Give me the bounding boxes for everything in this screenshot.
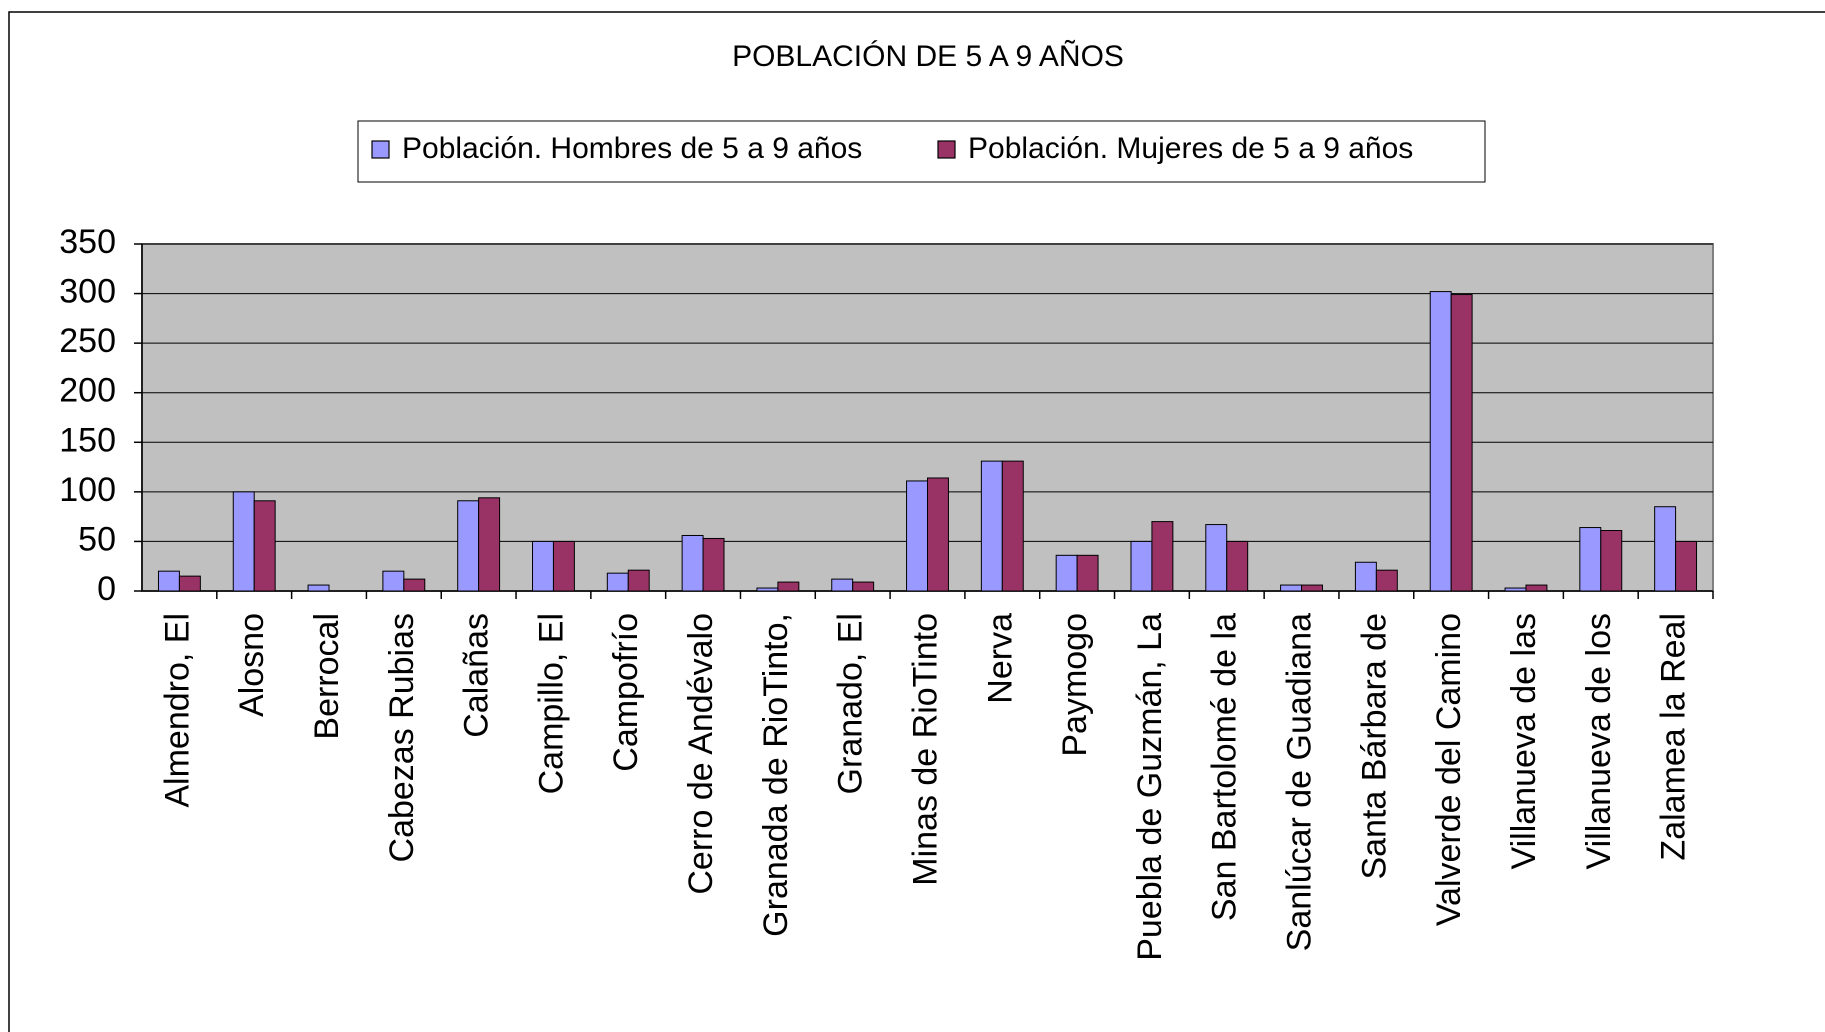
x-tick-label: Nerva — [981, 613, 1019, 704]
y-tick-label: 50 — [78, 520, 116, 558]
bar — [1130, 540, 1153, 592]
bar — [1504, 587, 1527, 592]
x-tick-label: Cabezas Rubias — [383, 613, 421, 862]
bar — [178, 575, 201, 592]
x-tick-label: Almendro, El — [158, 613, 196, 808]
x-tick-label: Campofrío — [607, 613, 645, 772]
x-tick-label: Granado, El — [832, 613, 870, 794]
x-tick-label: Minas de RioTinto — [906, 613, 944, 886]
bar — [702, 537, 725, 592]
y-tick-label: 200 — [59, 372, 116, 410]
bar — [1280, 584, 1303, 592]
bar — [1654, 506, 1677, 592]
y-tick-label: 100 — [59, 471, 116, 509]
x-tick-label: Paymogo — [1056, 613, 1094, 757]
bar — [1055, 554, 1078, 592]
x-tick-label: Campillo, El — [532, 613, 570, 794]
x-tick-label: Villanueva de las — [1505, 613, 1543, 869]
bar — [1375, 569, 1398, 592]
legend-label: Población. Hombres de 5 a 9 años — [402, 132, 862, 165]
bar — [552, 540, 575, 592]
legend-box — [357, 120, 1486, 183]
bar — [980, 460, 1003, 592]
bar — [478, 497, 501, 592]
bar — [1450, 294, 1473, 592]
x-tick-label: Santa Bárbara de — [1355, 613, 1393, 880]
bar — [777, 581, 800, 592]
x-tick-label: Puebla de Guzmán, La — [1131, 613, 1169, 961]
bar — [927, 477, 949, 592]
legend-marker — [371, 140, 390, 159]
legend-marker — [937, 140, 956, 159]
x-tick-label: Sanlúcar de Guadiana — [1281, 613, 1319, 951]
bar — [831, 578, 854, 592]
bar — [1151, 521, 1174, 592]
x-tick-label: Valverde del Camino — [1430, 613, 1468, 926]
bar — [906, 480, 929, 592]
y-tick-label: 300 — [59, 273, 116, 311]
bar — [457, 500, 480, 592]
bar — [253, 500, 276, 592]
bar — [382, 570, 405, 592]
chart-title: POBLACIÓN DE 5 A 9 AÑOS — [732, 39, 1124, 73]
x-tick-label: Alosno — [233, 613, 271, 717]
y-tick-label: 350 — [59, 223, 116, 261]
bar — [1525, 584, 1548, 592]
y-tick-label: 150 — [59, 421, 116, 459]
x-tick-label: Zalamea la Real — [1655, 613, 1693, 861]
bar — [532, 540, 554, 592]
bar — [756, 587, 779, 592]
bar — [1301, 584, 1323, 592]
bar — [1600, 530, 1623, 592]
x-tick-label: San Bartolomé de la — [1206, 613, 1244, 921]
bar — [1001, 460, 1024, 592]
bar — [307, 584, 330, 592]
x-tick-label: Cerro de Andévalo — [682, 613, 720, 895]
bar — [232, 491, 255, 592]
x-tick-label: Calañas — [458, 613, 496, 738]
x-tick-label: Berrocal — [308, 613, 346, 740]
bar — [1675, 540, 1698, 592]
bar — [1579, 527, 1602, 592]
legend-label: Población. Mujeres de 5 a 9 años — [968, 132, 1413, 165]
bar — [1354, 561, 1377, 592]
bar — [1205, 524, 1228, 592]
bar — [606, 572, 629, 592]
bar — [627, 569, 650, 592]
bar — [157, 570, 180, 592]
x-tick-label: Villanueva de los — [1580, 613, 1618, 869]
bar — [1429, 291, 1452, 592]
bar — [1076, 554, 1099, 592]
y-tick-label: 0 — [97, 570, 116, 608]
bar — [681, 534, 704, 592]
bar — [1226, 540, 1249, 592]
bar — [403, 578, 426, 592]
x-tick-label: Granada de RioTinto, — [757, 613, 795, 937]
bar — [852, 581, 875, 592]
y-tick-label: 250 — [59, 322, 116, 360]
